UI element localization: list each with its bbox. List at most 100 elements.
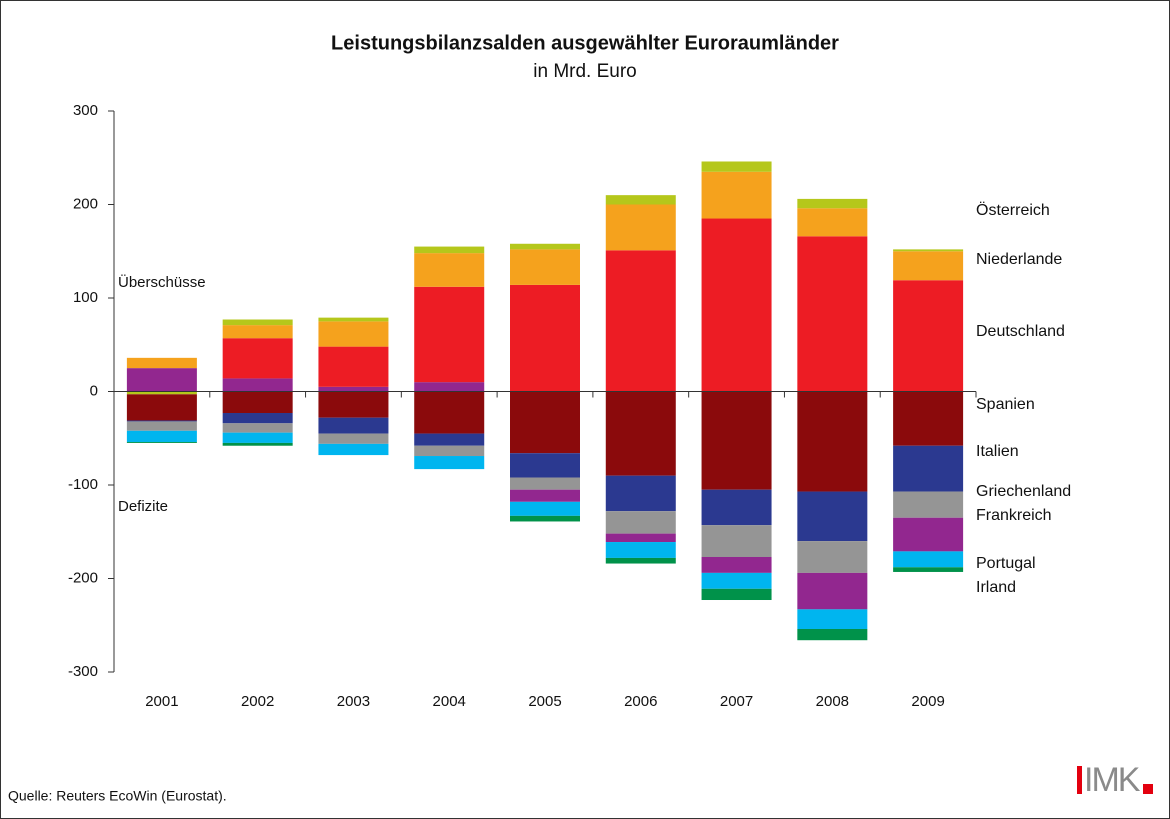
bar-segment: [701, 218, 772, 392]
bar-segment: [797, 491, 868, 542]
bar-segment: [893, 517, 964, 552]
bar-segment: [701, 588, 772, 601]
bar-segment: [414, 391, 485, 434]
bar-segment: [893, 491, 964, 518]
bar-segment: [222, 423, 293, 433]
bar-segment: [222, 391, 293, 414]
bar-segment: [126, 391, 197, 395]
bar-segment: [318, 317, 389, 322]
bar-segment: [701, 489, 772, 526]
legend-label: Portugal: [976, 555, 1036, 572]
bar-segment: [126, 421, 197, 431]
bar-segment: [797, 236, 868, 392]
bar-segment: [605, 542, 676, 558]
x-tick-label: 2007: [720, 693, 753, 710]
bar-segment: [893, 551, 964, 568]
bar-segment: [797, 541, 868, 573]
bar-segment: [605, 204, 676, 251]
bar-segment: [222, 442, 293, 446]
bar-segment: [605, 391, 676, 476]
bar-segment: [222, 413, 293, 424]
legend-label: Spanien: [976, 396, 1035, 413]
bar-segment: [701, 171, 772, 219]
x-tick-label: 2003: [337, 693, 370, 710]
x-tick-label: 2009: [911, 693, 944, 710]
bar-segment: [797, 628, 868, 641]
bar-segment: [126, 394, 197, 421]
bar-segment: [893, 251, 964, 281]
bar-segment: [701, 391, 772, 490]
bar-segment: [414, 246, 485, 254]
bar-segment: [893, 280, 964, 392]
x-tick-label: 2001: [145, 693, 178, 710]
y-tick-label: -300: [68, 663, 98, 680]
bar-segment: [510, 243, 580, 250]
bar-segment: [893, 445, 964, 492]
bar-segment: [701, 556, 772, 573]
logo: IMK: [1084, 761, 1141, 799]
bar-segment: [701, 161, 772, 172]
bar-segment: [605, 250, 676, 392]
bar-segment: [222, 325, 293, 339]
bar-segment: [605, 533, 676, 543]
bar-segment: [510, 391, 580, 454]
x-tick-label: 2006: [624, 693, 657, 710]
bar-segment: [126, 441, 197, 443]
bar-segment: [510, 515, 580, 522]
bar-segment: [222, 378, 293, 392]
bar-segment: [893, 391, 964, 446]
bar-segment: [414, 253, 485, 287]
x-tick-label: 2004: [433, 693, 466, 710]
logo-square: [1143, 784, 1153, 794]
bar-segment: [510, 489, 580, 502]
bar-segment: [510, 477, 580, 490]
bar-segment: [510, 453, 580, 478]
bar-segment: [414, 286, 485, 383]
bar-segment: [222, 432, 293, 443]
bar-segment: [126, 430, 197, 442]
annotation: Defizite: [118, 498, 168, 515]
y-tick-label: -200: [68, 569, 98, 586]
y-tick-label: 200: [73, 195, 98, 212]
bar-segment: [222, 338, 293, 379]
bar-segment: [414, 456, 485, 470]
y-tick-label: 0: [90, 382, 98, 399]
bar-segment: [318, 386, 389, 392]
bar-segment: [318, 321, 389, 347]
source: Quelle: Reuters EcoWin (Eurostat).: [8, 788, 227, 804]
legend-label: Frankreich: [976, 507, 1052, 524]
bar-segment: [510, 249, 580, 285]
bar-segment: [414, 433, 485, 446]
bar-segment: [605, 195, 676, 205]
bar-segment: [414, 382, 485, 392]
bar-segment: [893, 249, 964, 252]
bar-segment: [893, 567, 964, 572]
bar-segment: [605, 557, 676, 564]
y-tick-label: 300: [73, 102, 98, 119]
bar-segment: [414, 445, 485, 457]
bar-segment: [605, 511, 676, 534]
annotation: Überschüsse: [118, 273, 206, 291]
bar-segment: [797, 198, 868, 209]
x-tick-label: 2005: [528, 693, 561, 710]
bar-segment: [797, 572, 868, 610]
legend-label: Deutschland: [976, 323, 1065, 340]
bar-segment: [701, 572, 772, 589]
bar-segment: [797, 609, 868, 629]
bar-segment: [318, 417, 389, 434]
bar-segment: [318, 433, 389, 444]
bar-segment: [510, 501, 580, 516]
y-tick-label: 100: [73, 289, 98, 306]
y-tick-label: -100: [68, 476, 98, 493]
bar-segment: [126, 368, 197, 392]
logo-bar: [1077, 766, 1082, 794]
bar-segment: [222, 319, 293, 326]
bar-segment: [797, 391, 868, 492]
legend-label: Griechenland: [976, 483, 1071, 500]
legend-label: Italien: [976, 443, 1019, 460]
bar-segment: [605, 475, 676, 512]
chart-title: Leistungsbilanzsalden ausgewählter Euror…: [331, 32, 839, 54]
bar-segment: [318, 443, 389, 456]
x-tick-label: 2008: [816, 693, 849, 710]
